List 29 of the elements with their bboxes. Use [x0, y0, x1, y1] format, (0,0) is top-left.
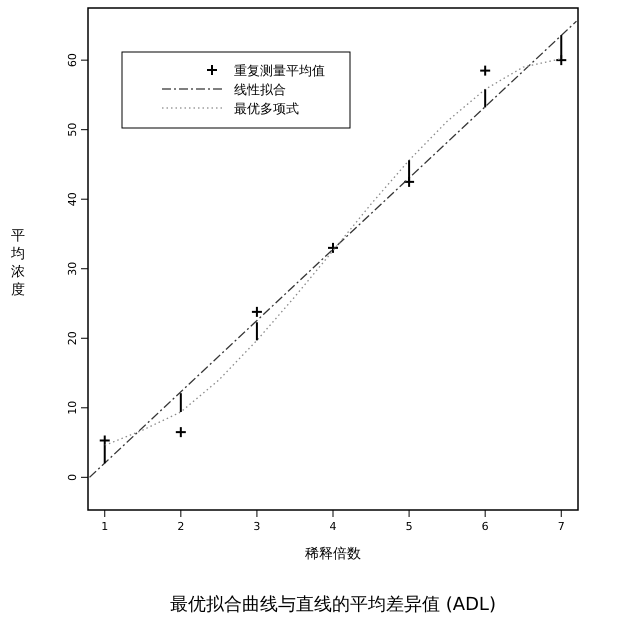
y-tick-label: 0	[66, 474, 79, 481]
text: 最优拟合曲线与直线的平均差异值 (ADL)	[170, 594, 496, 615]
y-tick-label: 60	[66, 53, 79, 68]
x-tick-label: 6	[482, 520, 489, 533]
point	[250, 306, 263, 318]
point	[327, 242, 339, 254]
x-tick-label: 7	[558, 520, 565, 533]
point	[98, 434, 111, 446]
legend-label: 重复测量平均值	[234, 64, 325, 79]
x-tick-label: 4	[330, 520, 336, 533]
y-tick-label: 40	[66, 192, 79, 206]
y-tick-label: 50	[66, 122, 79, 137]
x-tick-label: 1	[101, 520, 108, 533]
line-series	[104, 58, 562, 446]
y-tick-label: 30	[66, 262, 79, 276]
x-tick-label: 5	[406, 520, 413, 533]
y-tick-label: 10	[66, 400, 79, 415]
x-tick-label: 3	[253, 520, 260, 533]
point	[174, 426, 187, 438]
y-axis-title: 平均浓度	[10, 228, 25, 298]
bar	[256, 322, 258, 340]
x-tick-label: 2	[177, 520, 184, 533]
point	[479, 64, 492, 77]
legend-label: 线性拟合	[234, 83, 286, 98]
legend-label: 最优多项式	[234, 102, 299, 117]
x-axis-title: 稀释倍数	[305, 546, 361, 562]
bar	[484, 89, 486, 108]
y-tick-label: 20	[66, 331, 79, 346]
bar	[180, 393, 182, 412]
